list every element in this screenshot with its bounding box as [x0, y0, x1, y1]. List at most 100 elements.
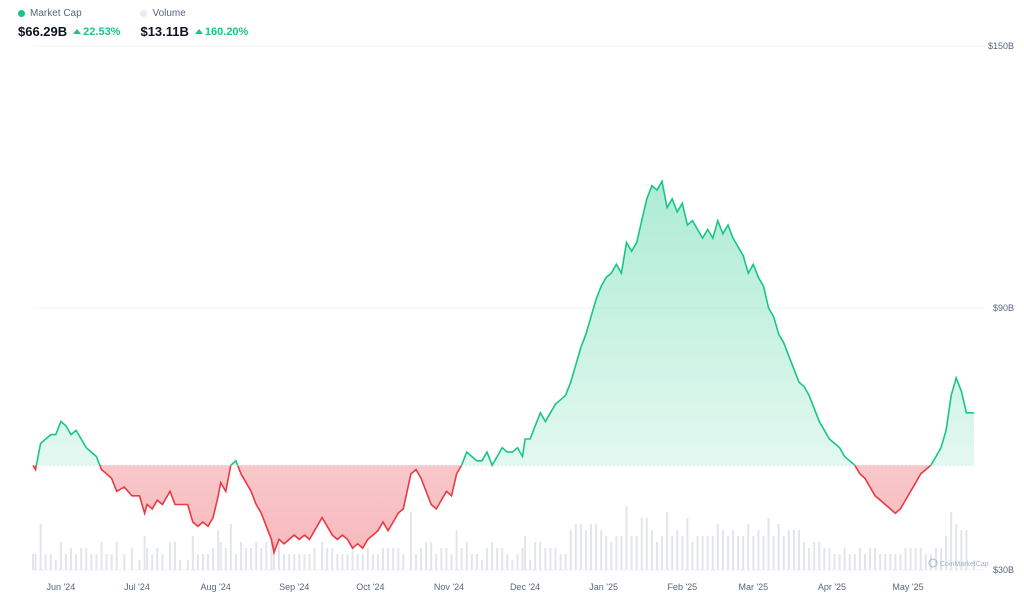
volume-bar	[138, 560, 141, 570]
volume-bar	[879, 554, 882, 570]
volume-bar	[600, 530, 603, 570]
volume-bar	[630, 536, 633, 570]
volume-bar	[574, 524, 577, 570]
volume-bar	[303, 554, 306, 570]
volume-bars	[32, 506, 975, 570]
volume-bar	[336, 554, 339, 570]
x-tick-label: Aug '24	[200, 582, 230, 592]
area-below-baseline	[33, 465, 931, 553]
volume-bar	[940, 548, 943, 570]
volume-bar	[579, 524, 582, 570]
volume-bar	[356, 554, 359, 570]
volume-bar	[420, 548, 423, 570]
area-fills	[33, 181, 974, 553]
x-tick-label: Jul '24	[124, 582, 150, 592]
volume-bar	[470, 554, 473, 570]
volume-bar	[265, 542, 268, 570]
volume-bar	[382, 548, 385, 570]
volume-bar	[894, 554, 897, 570]
volume-bar	[39, 524, 42, 570]
volume-bar	[313, 548, 316, 570]
volume-bar	[272, 542, 275, 570]
volume-bar	[239, 542, 242, 570]
volume-bar	[64, 554, 67, 570]
volume-bar	[838, 554, 841, 570]
volume-bar	[529, 560, 532, 570]
volume-bar	[833, 554, 836, 570]
volume-bar	[298, 554, 301, 570]
volume-bar	[480, 560, 483, 570]
volume-bar	[726, 536, 729, 570]
volume-bar	[196, 554, 199, 570]
volume-bar	[691, 542, 694, 570]
volume-bar	[823, 548, 826, 570]
volume-bar	[858, 548, 861, 570]
volume-bar	[929, 554, 932, 570]
arrow-up-icon	[194, 29, 203, 34]
volume-bar	[326, 548, 329, 570]
volume-bar	[387, 548, 390, 570]
volume-bar	[496, 548, 499, 570]
volume-bar	[808, 548, 811, 570]
volume-bar	[346, 554, 349, 570]
legend-volume[interactable]: Volume $13.11B 160.20%	[140, 6, 248, 39]
volume-bar	[179, 560, 182, 570]
volume-bar	[848, 554, 851, 570]
volume-bar	[973, 560, 975, 570]
volume-bar	[486, 548, 489, 570]
volume-bar	[813, 542, 816, 570]
legend-market-cap[interactable]: Market Cap $66.29B 22.53%	[18, 6, 120, 39]
volume-bar	[115, 542, 118, 570]
volume-bar	[460, 548, 463, 570]
volume-label: Volume	[152, 7, 186, 19]
volume-bar	[511, 560, 514, 570]
volume-bar	[792, 530, 795, 570]
volume-bar	[100, 542, 103, 570]
volume-bar	[803, 542, 806, 570]
volume-bar	[889, 554, 892, 570]
volume-bar	[219, 542, 222, 570]
volume-bar	[544, 548, 547, 570]
volume-bar	[293, 554, 296, 570]
watermark: CoinMarketCap	[928, 558, 989, 568]
volume-bar	[615, 536, 618, 570]
volume-bar	[797, 530, 800, 570]
volume-bar	[625, 506, 628, 570]
volume-dot-icon	[140, 9, 148, 17]
volume-bar	[696, 536, 699, 570]
volume-bar	[747, 524, 750, 570]
volume-bar	[595, 524, 598, 570]
volume-bar	[331, 548, 334, 570]
volume-bar	[828, 548, 831, 570]
volume-bar	[950, 512, 953, 570]
volume-bar	[701, 536, 704, 570]
x-tick-label: Dec '24	[510, 582, 540, 592]
volume-bar	[884, 554, 887, 570]
volume-change: 160.20%	[194, 26, 248, 38]
volume-bar	[278, 542, 281, 570]
volume-bar	[955, 524, 958, 570]
volume-bar	[752, 536, 755, 570]
volume-bar	[914, 548, 917, 570]
x-tick-label: Apr '25	[818, 582, 846, 592]
volume-value: $13.11B	[140, 24, 189, 39]
x-axis-labels: Jun '24 Jul '24 Aug '24 Sep '24 Oct '24 Nov '…	[47, 582, 924, 592]
volume-bar	[777, 524, 780, 570]
volume-bar	[635, 536, 638, 570]
volume-bar	[934, 548, 937, 570]
arrow-up-icon	[73, 29, 82, 34]
volume-bar	[569, 530, 572, 570]
volume-bar	[366, 548, 369, 570]
volume-bar	[721, 530, 724, 570]
volume-bar	[105, 554, 108, 570]
volume-bar	[686, 518, 689, 570]
volume-bar	[85, 548, 88, 570]
volume-bar	[80, 548, 83, 570]
volume-bar	[174, 542, 177, 570]
market-cap-label: Market Cap	[30, 7, 82, 19]
volume-bar	[863, 554, 866, 570]
volume-bar	[440, 548, 443, 570]
volume-bar	[590, 524, 593, 570]
volume-bar	[737, 536, 740, 570]
